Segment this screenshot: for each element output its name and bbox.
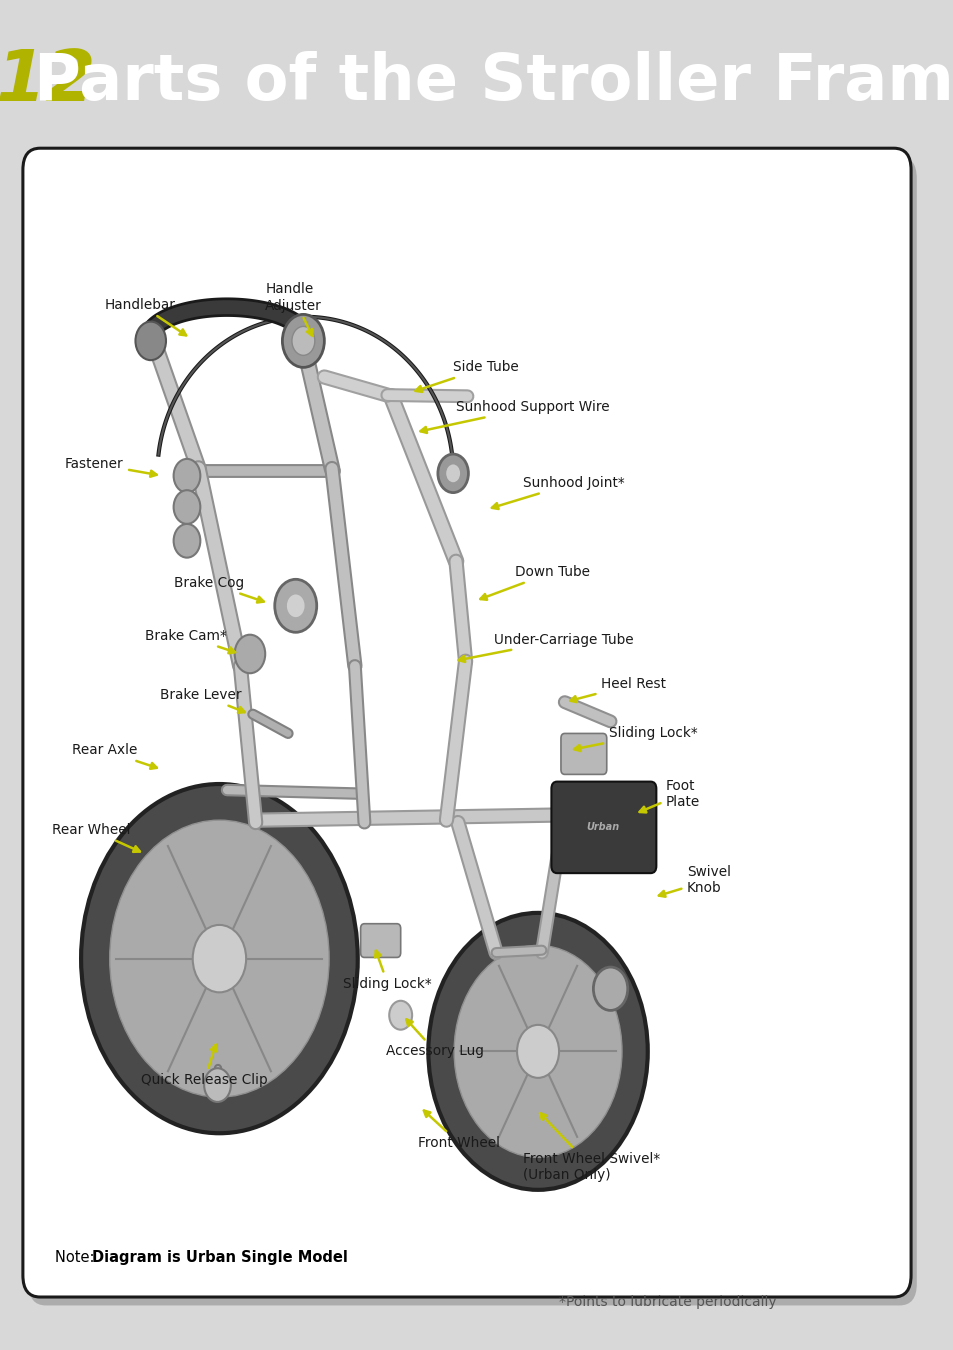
Text: Diagram is Urban Single Model: Diagram is Urban Single Model bbox=[91, 1250, 347, 1265]
Text: Brake Cam*: Brake Cam* bbox=[145, 629, 234, 653]
Circle shape bbox=[193, 925, 246, 992]
Text: Front Wheel Swivel*
(Urban Only): Front Wheel Swivel* (Urban Only) bbox=[522, 1114, 659, 1183]
Text: Front Wheel: Front Wheel bbox=[417, 1111, 499, 1150]
Circle shape bbox=[173, 524, 200, 558]
Circle shape bbox=[81, 784, 357, 1133]
Text: Handlebar: Handlebar bbox=[105, 298, 186, 335]
FancyBboxPatch shape bbox=[29, 157, 916, 1305]
Text: Rear Axle: Rear Axle bbox=[71, 744, 156, 768]
Circle shape bbox=[173, 459, 200, 493]
Text: Sliding Lock*: Sliding Lock* bbox=[574, 726, 697, 751]
Text: Brake Lever: Brake Lever bbox=[160, 688, 245, 713]
Text: Handle
Adjuster: Handle Adjuster bbox=[265, 282, 321, 336]
Circle shape bbox=[428, 913, 647, 1189]
Text: Under-Carriage Tube: Under-Carriage Tube bbox=[458, 633, 633, 662]
Text: Sliding Lock*: Sliding Lock* bbox=[343, 950, 432, 991]
Text: Urban: Urban bbox=[586, 822, 618, 833]
Circle shape bbox=[173, 490, 200, 524]
Text: Down Tube: Down Tube bbox=[479, 566, 590, 599]
Text: Accessory Lug: Accessory Lug bbox=[386, 1019, 484, 1058]
Text: Fastener: Fastener bbox=[65, 456, 156, 477]
Text: Side Tube: Side Tube bbox=[416, 360, 518, 392]
Text: Note:: Note: bbox=[55, 1250, 99, 1265]
Text: Quick Release Clip: Quick Release Clip bbox=[141, 1045, 268, 1087]
Text: Heel Rest: Heel Rest bbox=[570, 678, 665, 702]
FancyBboxPatch shape bbox=[560, 733, 606, 775]
Text: Foot
Plate: Foot Plate bbox=[639, 779, 700, 813]
Circle shape bbox=[445, 463, 460, 483]
Text: Swivel
Knob: Swivel Knob bbox=[659, 865, 730, 896]
Circle shape bbox=[282, 315, 324, 367]
Circle shape bbox=[234, 634, 265, 674]
Circle shape bbox=[454, 945, 621, 1157]
Circle shape bbox=[292, 327, 314, 355]
Circle shape bbox=[274, 579, 316, 632]
Text: Sunhood Joint*: Sunhood Joint* bbox=[492, 477, 624, 509]
Circle shape bbox=[517, 1025, 558, 1077]
Circle shape bbox=[593, 967, 627, 1010]
FancyBboxPatch shape bbox=[23, 148, 910, 1297]
Circle shape bbox=[437, 454, 468, 493]
Circle shape bbox=[110, 821, 329, 1098]
Circle shape bbox=[286, 594, 305, 618]
Circle shape bbox=[135, 321, 166, 360]
Circle shape bbox=[389, 1000, 412, 1030]
FancyBboxPatch shape bbox=[360, 923, 400, 957]
Text: Sunhood Support Wire: Sunhood Support Wire bbox=[420, 400, 609, 433]
Text: Parts of the Stroller Frame: Parts of the Stroller Frame bbox=[33, 51, 953, 112]
Text: Brake Cog: Brake Cog bbox=[173, 576, 263, 602]
Text: Rear Wheel: Rear Wheel bbox=[52, 822, 140, 852]
Text: 12: 12 bbox=[0, 47, 96, 116]
Text: *Points to lubricate periodically: *Points to lubricate periodically bbox=[558, 1295, 776, 1309]
FancyBboxPatch shape bbox=[551, 782, 656, 873]
Circle shape bbox=[204, 1068, 231, 1102]
